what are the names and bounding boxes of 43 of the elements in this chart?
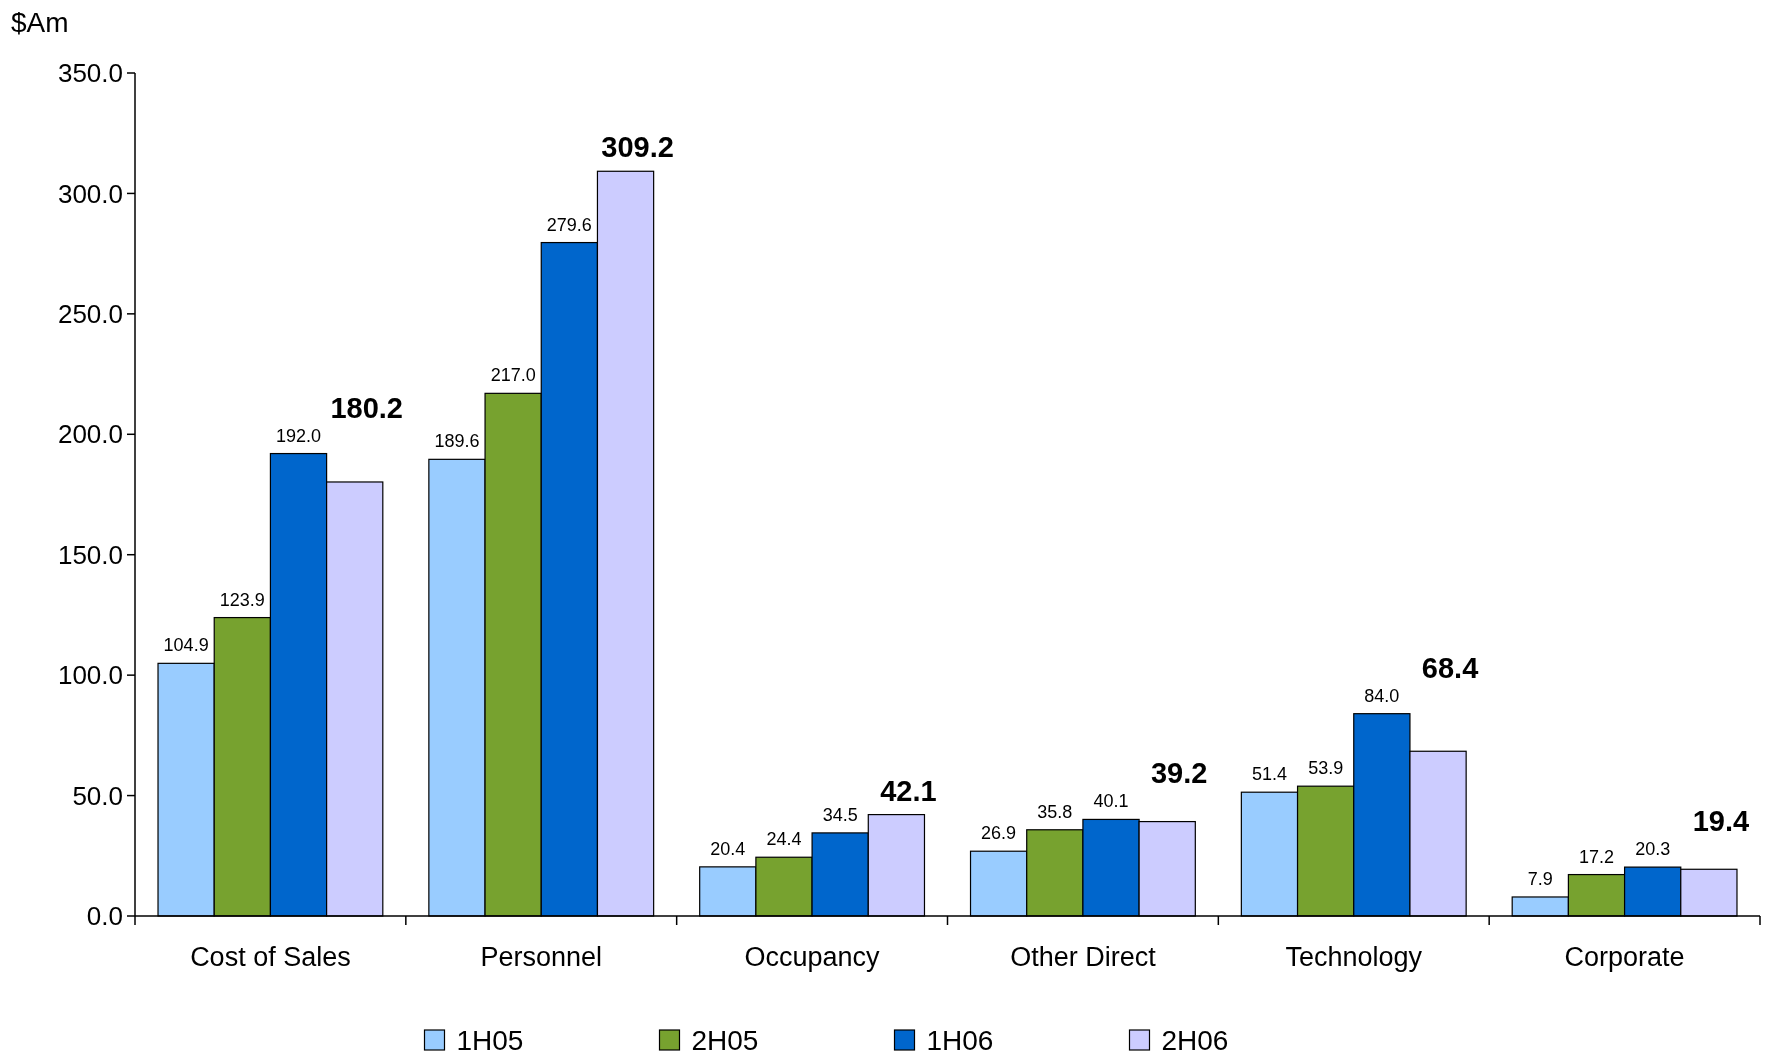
data-label: 24.4 (766, 829, 802, 850)
x-tick-label: Other Direct (1010, 942, 1157, 972)
y-tick-label: 100.0 (57, 660, 123, 691)
data-label: 26.9 (981, 823, 1017, 844)
y-tick-label: 300.0 (57, 178, 123, 209)
x-tick-label: Cost of Sales (190, 942, 351, 972)
data-label: 123.9 (219, 589, 265, 610)
data-label: 217.0 (490, 365, 536, 386)
data-label: 51.4 (1251, 764, 1287, 785)
x-tick-label: Occupancy (744, 942, 881, 972)
data-label: 40.1 (1093, 791, 1129, 812)
data-label: 68.4 (1421, 651, 1479, 684)
data-label: 104.9 (163, 635, 209, 656)
y-axis-title: $Am (11, 7, 69, 38)
data-label: 279.6 (546, 214, 592, 235)
y-tick-label: 250.0 (57, 298, 123, 329)
x-tick-label: Corporate (1564, 942, 1685, 972)
y-tick-label: 50.0 (72, 780, 123, 811)
data-label: 180.2 (330, 391, 403, 424)
x-tick-label: Technology (1285, 942, 1423, 972)
data-label: 39.2 (1150, 757, 1208, 790)
data-label: 189.6 (434, 431, 480, 452)
x-tick-label: Personnel (480, 942, 603, 972)
legend-label: 2H05 (691, 1024, 759, 1056)
y-tick-label: 200.0 (57, 419, 123, 450)
data-label: 34.5 (822, 804, 858, 825)
data-label: 192.0 (275, 425, 322, 446)
legend-label: 1H05 (456, 1024, 524, 1056)
y-tick-label: 150.0 (57, 539, 123, 570)
data-label: 20.4 (710, 838, 746, 859)
data-label: 42.1 (880, 774, 937, 807)
data-label: 17.2 (1578, 846, 1615, 867)
data-label: 7.9 (1527, 868, 1553, 889)
data-label: 35.8 (1037, 801, 1073, 822)
data-label: 20.3 (1635, 839, 1671, 860)
data-label: 309.2 (601, 131, 674, 164)
y-tick-label: 350.0 (57, 58, 123, 89)
data-label: 19.4 (1692, 805, 1750, 838)
data-label: 53.9 (1308, 758, 1344, 779)
legend-label: 1H06 (926, 1024, 994, 1056)
y-tick-label: 0.0 (86, 901, 123, 932)
data-label: 84.0 (1364, 685, 1400, 706)
legend-label: 2H06 (1161, 1024, 1229, 1056)
